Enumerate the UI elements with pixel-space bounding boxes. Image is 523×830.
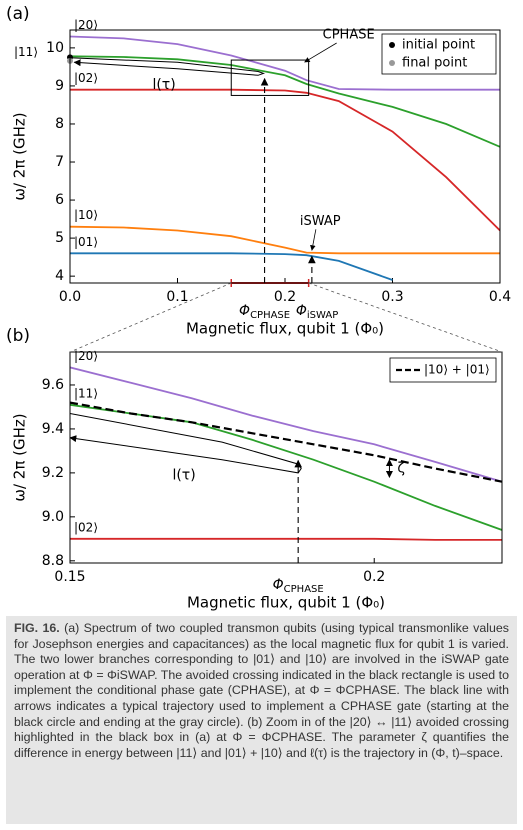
caption-text: (a) Spectrum of two coupled transmon qub… bbox=[14, 621, 509, 760]
y-axis-label: ω/ 2π (GHz) bbox=[11, 413, 29, 501]
box-pointer bbox=[304, 42, 337, 63]
y-tick-label: 9.4 bbox=[42, 421, 64, 437]
figure: (a) 0.0 0.1 0.2 0.3 0.4 4 5 6 7 8 9 10 Magnetic flux,… bbox=[6, 4, 511, 612]
x-tick-label: 0.3 bbox=[381, 289, 403, 305]
series-label: |20⟩ bbox=[74, 18, 98, 32]
series-line bbox=[70, 366, 502, 483]
flux-subscript: iSWAP bbox=[307, 310, 338, 321]
y-tick-label: 9 bbox=[55, 78, 64, 94]
series-line bbox=[70, 537, 502, 541]
box-label: CPHASE bbox=[323, 28, 375, 43]
flux-subscript: CPHASE bbox=[284, 584, 324, 595]
flux-subscript: CPHASE bbox=[250, 310, 290, 321]
x-axis-label: Magnetic flux, qubit 1 (Φ₀) bbox=[187, 594, 385, 612]
series-label: |11⟩ bbox=[74, 386, 98, 400]
series-label: |02⟩ bbox=[74, 520, 98, 534]
y-tick-label: 9.0 bbox=[42, 509, 64, 525]
trajectory bbox=[69, 57, 266, 76]
caption-label: FIG. 16. bbox=[14, 621, 60, 635]
legend-label: |10⟩ + |01⟩ bbox=[424, 363, 490, 377]
series-line bbox=[70, 401, 502, 483]
legend-swatch bbox=[389, 60, 395, 66]
x-tick-label: 0.1 bbox=[166, 289, 188, 305]
series-label: |11⟩ bbox=[14, 45, 38, 59]
plot-frame bbox=[69, 29, 501, 284]
flux-symbol: Φ bbox=[273, 577, 284, 593]
y-tick-label: 7 bbox=[55, 154, 64, 170]
gate-label: iSWAP bbox=[300, 214, 341, 229]
y-tick-label: 4 bbox=[55, 268, 64, 284]
y-tick-label: 5 bbox=[55, 230, 64, 246]
y-tick-label: 8.8 bbox=[42, 553, 64, 569]
flux-label: ΦCPHASE bbox=[273, 577, 324, 595]
panel-label: (a) bbox=[6, 4, 30, 24]
x-tick-label: 0.2 bbox=[274, 289, 296, 305]
y-axis-label: ω/ 2π (GHz) bbox=[11, 112, 29, 200]
trajectory-label: l(τ) bbox=[152, 77, 175, 93]
flux-label: ΦCPHASE bbox=[239, 303, 290, 321]
caption: FIG. 16. (a) Spectrum of two coupled tra… bbox=[6, 616, 517, 824]
highlight-box bbox=[230, 59, 310, 96]
series-line bbox=[70, 35, 500, 91]
series-label: |02⟩ bbox=[74, 71, 98, 85]
flux-label: ΦiSWAP bbox=[296, 303, 338, 321]
panel-label: (b) bbox=[6, 326, 30, 346]
series-line bbox=[70, 252, 393, 281]
zeta-label: ζ bbox=[397, 460, 405, 476]
y-tick-label: 9.6 bbox=[42, 377, 64, 393]
y-tick-label: 10 bbox=[46, 40, 64, 56]
flux-symbol: Φ bbox=[239, 303, 250, 319]
flux-symbol: Φ bbox=[296, 303, 307, 319]
plot-frame bbox=[69, 351, 503, 564]
trajectory bbox=[69, 413, 302, 474]
gate-pointer bbox=[310, 229, 317, 251]
y-tick-label: 9.2 bbox=[42, 465, 64, 481]
trajectory-label: l(τ) bbox=[172, 468, 195, 484]
x-tick-label: 0.4 bbox=[489, 289, 511, 305]
legend-box bbox=[381, 33, 497, 75]
series-label: |20⟩ bbox=[74, 349, 98, 363]
legend-label: initial point bbox=[402, 38, 475, 53]
x-axis-label: Magnetic flux, qubit 1 (Φ₀) bbox=[186, 320, 384, 338]
series-line bbox=[70, 55, 500, 148]
zoom-connector bbox=[69, 282, 232, 353]
x-tick-label: 0.0 bbox=[59, 289, 81, 305]
series-line bbox=[70, 88, 500, 232]
legend-swatch bbox=[389, 42, 395, 48]
x-tick-label: 0.2 bbox=[363, 569, 385, 585]
y-tick-label: 8 bbox=[55, 116, 64, 132]
series-label: |10⟩ bbox=[74, 208, 98, 222]
x-tick-label: 0.15 bbox=[54, 569, 85, 585]
series-label: |01⟩ bbox=[74, 235, 98, 249]
legend-label: final point bbox=[402, 56, 467, 71]
series-line bbox=[70, 225, 500, 255]
zoom-connector bbox=[308, 282, 503, 353]
y-tick-label: 6 bbox=[55, 192, 64, 208]
